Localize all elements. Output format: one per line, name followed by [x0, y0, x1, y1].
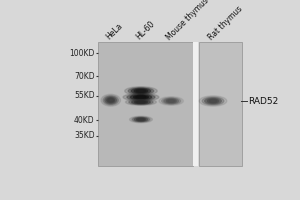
Ellipse shape — [166, 99, 176, 103]
Ellipse shape — [132, 100, 150, 104]
Ellipse shape — [162, 98, 181, 104]
Ellipse shape — [136, 101, 146, 103]
Ellipse shape — [131, 88, 151, 94]
Text: RAD52: RAD52 — [248, 97, 278, 106]
Ellipse shape — [136, 118, 146, 121]
Ellipse shape — [130, 116, 152, 123]
Ellipse shape — [106, 98, 115, 103]
Ellipse shape — [123, 93, 159, 101]
Ellipse shape — [199, 96, 227, 106]
Ellipse shape — [205, 98, 221, 104]
Ellipse shape — [136, 90, 146, 92]
Ellipse shape — [202, 97, 224, 105]
Text: 40KD: 40KD — [74, 116, 95, 125]
Ellipse shape — [125, 99, 156, 105]
Ellipse shape — [207, 99, 219, 103]
Ellipse shape — [136, 96, 146, 98]
Ellipse shape — [103, 96, 118, 105]
Ellipse shape — [134, 118, 148, 121]
Text: Rat thymus: Rat thymus — [207, 4, 244, 42]
Ellipse shape — [128, 88, 154, 94]
Ellipse shape — [101, 94, 121, 106]
Ellipse shape — [138, 119, 144, 120]
Ellipse shape — [127, 94, 155, 100]
Bar — [199, 42, 242, 166]
Text: HL-60: HL-60 — [135, 20, 157, 42]
Text: 70KD: 70KD — [74, 72, 95, 81]
Ellipse shape — [105, 97, 117, 104]
Text: 55KD: 55KD — [74, 91, 95, 100]
Ellipse shape — [133, 96, 148, 99]
Ellipse shape — [125, 87, 157, 95]
Text: 100KD: 100KD — [69, 49, 95, 58]
Ellipse shape — [108, 99, 113, 102]
Ellipse shape — [159, 97, 183, 105]
Ellipse shape — [134, 89, 148, 93]
Ellipse shape — [164, 98, 178, 104]
Ellipse shape — [168, 100, 175, 102]
Ellipse shape — [132, 117, 150, 122]
Bar — [193, 42, 198, 166]
Ellipse shape — [129, 100, 153, 105]
Text: HeLa: HeLa — [104, 22, 124, 42]
Ellipse shape — [209, 100, 217, 102]
Text: 35KD: 35KD — [74, 131, 95, 140]
Bar — [98, 42, 193, 166]
Ellipse shape — [130, 95, 152, 99]
Ellipse shape — [134, 101, 148, 103]
Text: Mouse thymus: Mouse thymus — [165, 0, 211, 42]
